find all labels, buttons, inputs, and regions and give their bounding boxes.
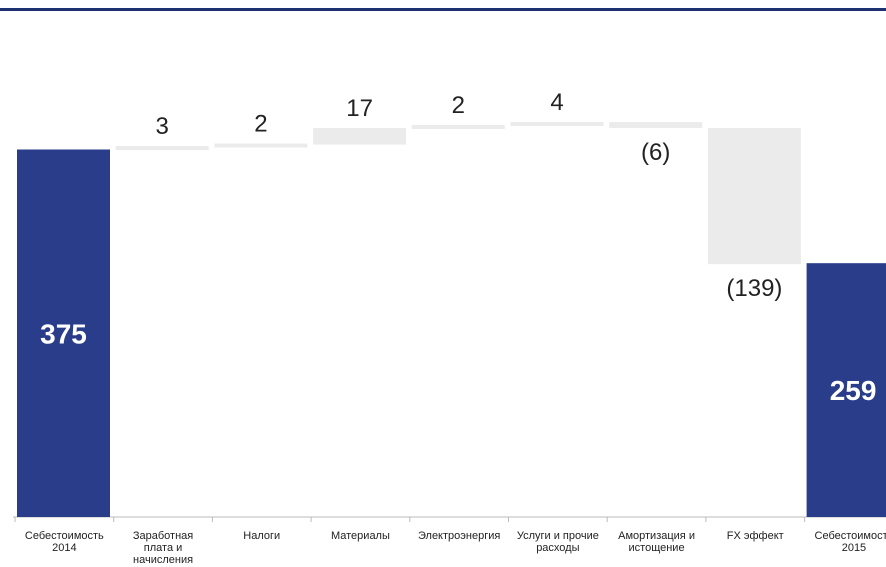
delta-bar bbox=[609, 122, 703, 128]
total-bar bbox=[806, 263, 886, 517]
category-label: истощение bbox=[629, 542, 685, 554]
category-label: Налоги bbox=[243, 530, 280, 542]
category-label: Электроэнергия bbox=[418, 530, 500, 542]
delta-bar bbox=[707, 127, 801, 265]
category-label: плата и bbox=[144, 542, 182, 554]
category-label: 2014 bbox=[52, 542, 76, 554]
delta-bar bbox=[214, 143, 308, 148]
category-label: Услуги и прочие bbox=[517, 530, 599, 542]
data-label: 375 bbox=[40, 318, 87, 349]
delta-bar bbox=[115, 146, 209, 151]
data-label: (6) bbox=[641, 139, 670, 166]
category-label: FX эффект bbox=[727, 530, 784, 542]
data-label: 17 bbox=[346, 95, 373, 122]
data-label: 2 bbox=[452, 92, 465, 119]
delta-bar bbox=[510, 122, 604, 127]
category-label: Заработная bbox=[133, 530, 193, 542]
category-label: расходы bbox=[536, 542, 579, 554]
data-label: 3 bbox=[156, 113, 169, 140]
data-label: 2 bbox=[254, 111, 267, 138]
total-bar bbox=[17, 149, 110, 517]
category-label: Материалы bbox=[331, 530, 390, 542]
category-label: Себестоимость bbox=[25, 530, 104, 542]
category-label: начисления bbox=[133, 554, 193, 566]
data-label: 259 bbox=[830, 375, 877, 406]
category-label: Себестоимость bbox=[815, 530, 886, 542]
delta-bar bbox=[411, 124, 505, 129]
header-rule bbox=[0, 8, 886, 11]
category-label: 2015 bbox=[842, 542, 866, 554]
data-label: (139) bbox=[726, 275, 782, 302]
category-label: Амортизация и bbox=[618, 530, 695, 542]
delta-bar bbox=[313, 127, 407, 145]
data-label: 4 bbox=[550, 89, 563, 116]
